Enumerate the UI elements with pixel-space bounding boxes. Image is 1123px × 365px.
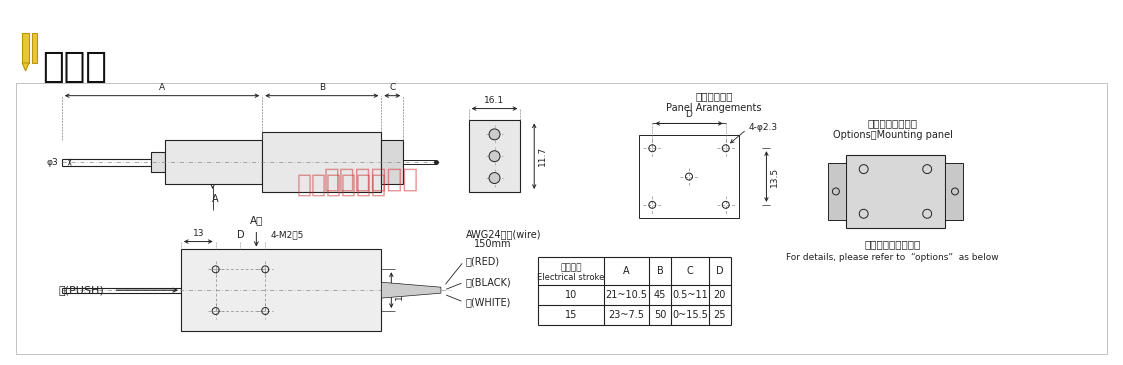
Text: AWG24导线(wire): AWG24导线(wire) [466,230,541,239]
Text: 选配件：安装底板: 选配件：安装底板 [867,118,917,128]
Text: 25: 25 [713,310,727,320]
Bar [181,250,382,331]
Polygon shape [828,163,846,220]
Text: A向: A向 [249,215,263,225]
Text: 选配件尺嫸详见下文: 选配件尺嫸详见下文 [865,239,921,250]
Text: 21~10.5: 21~10.5 [605,290,648,300]
Text: 白(WHITE): 白(WHITE) [466,297,511,307]
Text: 45: 45 [654,290,666,300]
Text: D: D [237,230,245,239]
Text: C: C [390,83,395,92]
Text: 15: 15 [565,310,577,320]
Bar [639,135,739,218]
Text: C: C [686,266,693,276]
Polygon shape [22,63,29,71]
Text: 50: 50 [654,310,666,320]
Bar [165,140,263,184]
Text: 10: 10 [565,290,577,300]
Text: 0~15.5: 0~15.5 [672,310,707,320]
Bar [263,132,382,192]
Text: For details, please refer to  “options”  as below: For details, please refer to “options” a… [786,253,998,262]
Polygon shape [946,163,962,220]
Circle shape [489,151,500,162]
Text: 尺寸图: 尺寸图 [42,50,107,84]
Text: Options：Mounting panel: Options：Mounting panel [832,130,952,140]
Text: D: D [716,266,723,276]
Text: 推(PUSH): 推(PUSH) [58,285,104,295]
Text: 面板开孔尺寸: 面板开孔尺寸 [695,92,732,101]
Text: Electrical stroke: Electrical stroke [537,273,604,282]
Text: 13.5: 13.5 [395,280,404,300]
Bar [846,155,946,228]
Bar [22,33,29,63]
Text: A: A [623,266,630,276]
Text: 上海远航电子: 上海远航电子 [323,167,419,193]
Text: 4-M2深5: 4-M2深5 [271,231,303,239]
Bar [33,33,37,63]
Text: A: A [159,83,165,92]
Text: 13.5: 13.5 [770,166,779,187]
Text: 上海远航电子: 上海远航电子 [296,173,386,197]
Text: 16.1: 16.1 [484,96,504,105]
Bar [468,120,520,192]
Text: B: B [319,83,325,92]
Text: 23~7.5: 23~7.5 [609,310,645,320]
Circle shape [489,173,500,184]
Text: 11.7: 11.7 [538,146,547,166]
Text: A: A [212,194,219,204]
Text: 电气行程: 电气行程 [560,263,582,272]
Text: 4-φ2.3: 4-φ2.3 [749,123,778,132]
Circle shape [489,129,500,140]
Text: 20: 20 [713,290,725,300]
Text: D: D [685,111,693,119]
Text: Panel Arangements: Panel Arangements [666,103,761,112]
Text: B: B [657,266,664,276]
Bar [382,140,403,184]
Text: 0.5~11: 0.5~11 [673,290,707,300]
Bar [152,152,165,172]
Text: φ3: φ3 [46,158,58,167]
Polygon shape [382,282,441,298]
Text: 13: 13 [192,228,204,238]
Text: 150mm: 150mm [474,239,511,250]
Text: 黑(BLACK): 黑(BLACK) [466,277,511,287]
Text: 红(RED): 红(RED) [466,256,500,266]
